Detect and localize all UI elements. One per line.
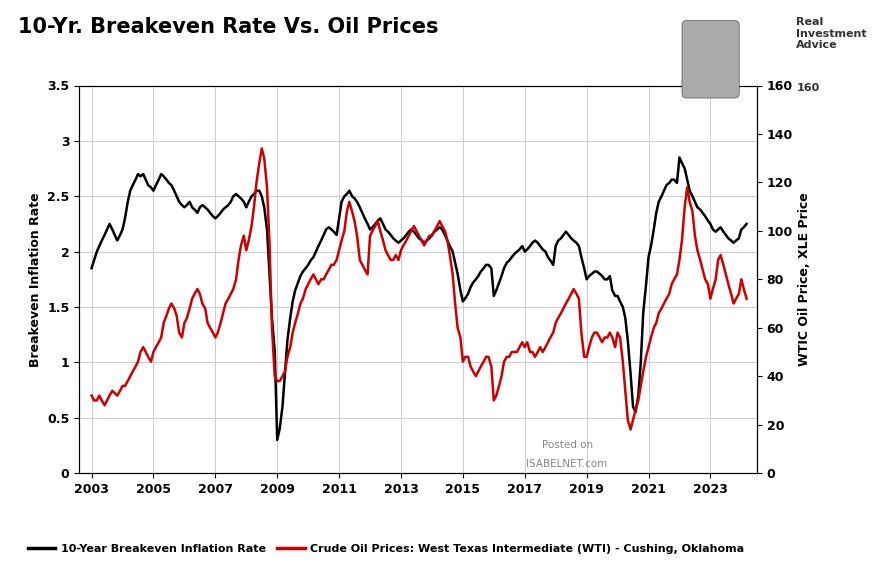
Line: Crude Oil Prices: West Texas Intermediate (WTI) - Cushing, Oklahoma: Crude Oil Prices: West Texas Intermediat…: [92, 148, 746, 430]
10-Year Breakeven Inflation Rate: [305, 257, 316, 264]
10-Year Breakeven Inflation Rate: [125, 188, 136, 194]
Text: Real
Investment
Advice: Real Investment Advice: [796, 17, 867, 50]
10-Year Breakeven Inflation Rate: [272, 437, 282, 443]
10-Year Breakeven Inflation Rate: [475, 268, 486, 275]
Crude Oil Prices: West Texas Intermediate (WTI) - Cushing, Oklahoma: (2e+03, 40): West Texas Intermediate (WTI) - Cushing,…: [125, 373, 136, 380]
Crude Oil Prices: West Texas Intermediate (WTI) - Cushing, Oklahoma: (2e+03, 32): West Texas Intermediate (WTI) - Cushing,…: [86, 392, 97, 399]
Text: Posted on: Posted on: [541, 440, 592, 450]
Line: 10-Year Breakeven Inflation Rate: 10-Year Breakeven Inflation Rate: [92, 157, 746, 440]
Y-axis label: WTIC Oil Price, XLE Price: WTIC Oil Price, XLE Price: [798, 193, 811, 366]
10-Year Breakeven Inflation Rate: [512, 248, 523, 255]
Crude Oil Prices: West Texas Intermediate (WTI) - Cushing, Oklahoma: (2.02e+03, 18): West Texas Intermediate (WTI) - Cushing,…: [626, 426, 636, 433]
Crude Oil Prices: West Texas Intermediate (WTI) - Cushing, Oklahoma: (2.01e+03, 134): West Texas Intermediate (WTI) - Cushing,…: [256, 145, 267, 152]
Text: 10-Yr. Breakeven Rate Vs. Oil Prices: 10-Yr. Breakeven Rate Vs. Oil Prices: [18, 17, 438, 37]
Text: ISABELNET.com: ISABELNET.com: [526, 459, 608, 469]
Crude Oil Prices: West Texas Intermediate (WTI) - Cushing, Oklahoma: (2.02e+03, 56): West Texas Intermediate (WTI) - Cushing,…: [615, 334, 626, 341]
FancyBboxPatch shape: [682, 21, 739, 98]
Crude Oil Prices: West Texas Intermediate (WTI) - Cushing, Oklahoma: (2.02e+03, 72): West Texas Intermediate (WTI) - Cushing,…: [741, 295, 752, 302]
Y-axis label: Breakeven Inflation Rate: Breakeven Inflation Rate: [29, 192, 41, 367]
Crude Oil Prices: West Texas Intermediate (WTI) - Cushing, Oklahoma: (2.02e+03, 50): West Texas Intermediate (WTI) - Cushing,…: [512, 348, 523, 356]
10-Year Breakeven Inflation Rate: [510, 250, 520, 257]
10-Year Breakeven Inflation Rate: [741, 221, 752, 227]
Crude Oil Prices: West Texas Intermediate (WTI) - Cushing, Oklahoma: (2.02e+03, 44): West Texas Intermediate (WTI) - Cushing,…: [475, 363, 486, 370]
Crude Oil Prices: West Texas Intermediate (WTI) - Cushing, Oklahoma: (2.02e+03, 50): West Texas Intermediate (WTI) - Cushing,…: [510, 348, 520, 356]
Legend: 10-Year Breakeven Inflation Rate, Crude Oil Prices: West Texas Intermediate (WTI: 10-Year Breakeven Inflation Rate, Crude …: [23, 540, 749, 559]
Text: 160: 160: [796, 83, 819, 93]
10-Year Breakeven Inflation Rate: [86, 265, 97, 272]
10-Year Breakeven Inflation Rate: [615, 298, 626, 305]
Crude Oil Prices: West Texas Intermediate (WTI) - Cushing, Oklahoma: (2.01e+03, 80): West Texas Intermediate (WTI) - Cushing,…: [305, 276, 316, 283]
10-Year Breakeven Inflation Rate: [674, 154, 685, 161]
